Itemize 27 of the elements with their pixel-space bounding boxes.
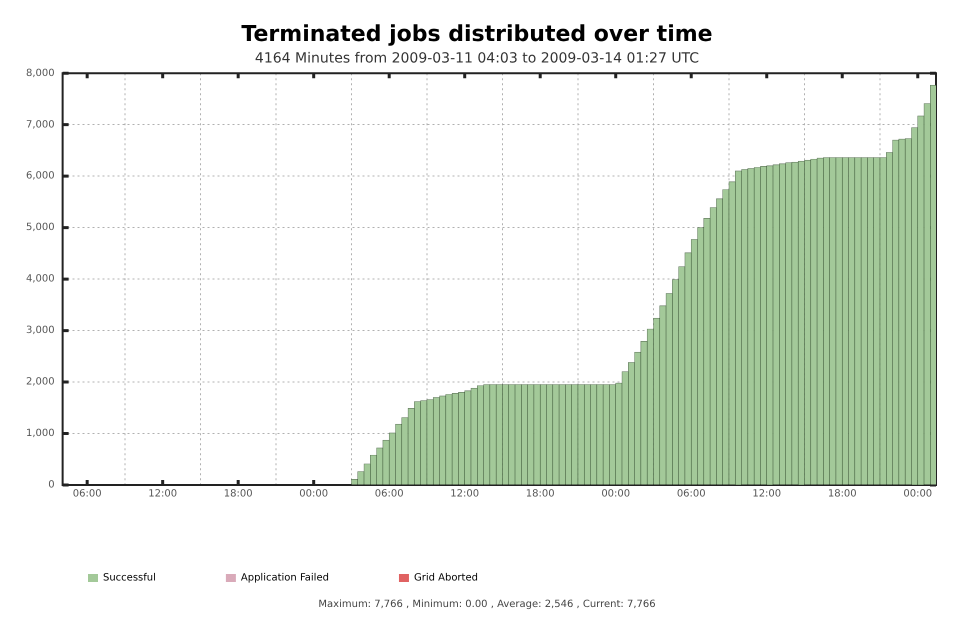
- x-tick-label: 06:00: [676, 488, 706, 500]
- text: Maximum: 7,766 , Minimum: 0.00 , Average: 2,546 , Current: 7,766: [317, 599, 657, 610]
- y-tick-label: 0: [48, 480, 55, 491]
- x-tick-label: 12:00: [148, 488, 178, 500]
- x-tick-label: 12:00: [450, 488, 480, 500]
- y-tick-label: 6,000: [26, 170, 55, 182]
- legend-label: Successful: [103, 572, 156, 584]
- y-tick-label: 4,000: [26, 274, 55, 285]
- x-tick-label: 00:00: [601, 488, 630, 500]
- x-tick-label: 00:00: [903, 488, 932, 500]
- x-tick-label: 18:00: [526, 488, 555, 500]
- y-tick-label: 8,000: [26, 68, 55, 79]
- x-tick-label: 06:00: [374, 488, 404, 500]
- x-tick-label: 12:00: [752, 488, 782, 500]
- x-tick-label: 00:00: [299, 488, 328, 500]
- y-tick-label: 7,000: [26, 119, 55, 130]
- y-tick-label: 2,000: [26, 376, 55, 388]
- legend-label: Grid Aborted: [414, 572, 478, 584]
- legend-label: Application Failed: [240, 572, 329, 584]
- y-tick-label: 3,000: [26, 325, 55, 336]
- x-tick-label: 18:00: [828, 488, 857, 500]
- x-tick-label: 06:00: [72, 488, 102, 500]
- x-tick-label: 18:00: [224, 488, 253, 500]
- y-tick-label: 5,000: [26, 222, 55, 234]
- chart-title: Terminated jobs distributed over time: [241, 22, 713, 47]
- y-tick-label: 1,000: [26, 428, 55, 440]
- chart-subtitle: 4164 Minutes from 2009-03-11 04:03 to 2009-03-14 01:27 UTC: [254, 50, 700, 66]
